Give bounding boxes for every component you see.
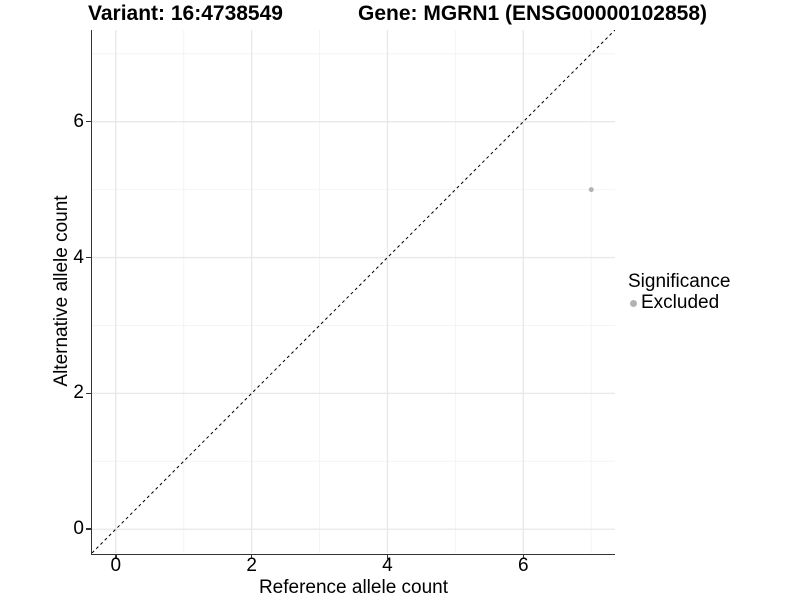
panel-canvas	[91, 30, 615, 553]
y-axis-title: Alternative allele count	[51, 195, 72, 387]
legend-item-excluded: Excluded	[628, 293, 730, 313]
x-tick-label: 6	[518, 555, 529, 576]
y-tick-mark	[86, 528, 91, 530]
x-tick-mark	[522, 554, 525, 559]
x-tick-mark	[250, 554, 253, 559]
data-point	[588, 187, 594, 193]
y-tick-mark	[86, 392, 91, 395]
legend-title: Significance	[628, 271, 731, 292]
legend: Significance Excluded	[628, 271, 730, 313]
x-tick-label: 4	[382, 555, 393, 576]
legend-item-label: Excluded	[641, 292, 720, 313]
x-axis-title: Reference allele count	[258, 577, 449, 598]
legend-point-circle-icon	[630, 299, 637, 307]
y-tick-label: 2	[73, 382, 84, 404]
y-tick-mark	[86, 256, 91, 259]
plot-title-gene: Gene: MGRN1 (ENSG00000102858)	[358, 2, 707, 25]
x-tick-mark	[115, 554, 117, 559]
x-tick-mark	[386, 554, 389, 559]
plot-title-variant: Variant: 16:4738549	[88, 2, 283, 25]
y-tick-label: 6	[73, 110, 84, 132]
y-tick-mark	[86, 120, 91, 123]
x-tick-label: 2	[246, 555, 257, 576]
plot-panel	[90, 30, 615, 555]
identity-dashed-line	[91, 30, 615, 553]
y-tick-label: 4	[73, 246, 84, 268]
y-tick-label: 0	[73, 518, 84, 540]
x-tick-label: 0	[110, 555, 122, 576]
